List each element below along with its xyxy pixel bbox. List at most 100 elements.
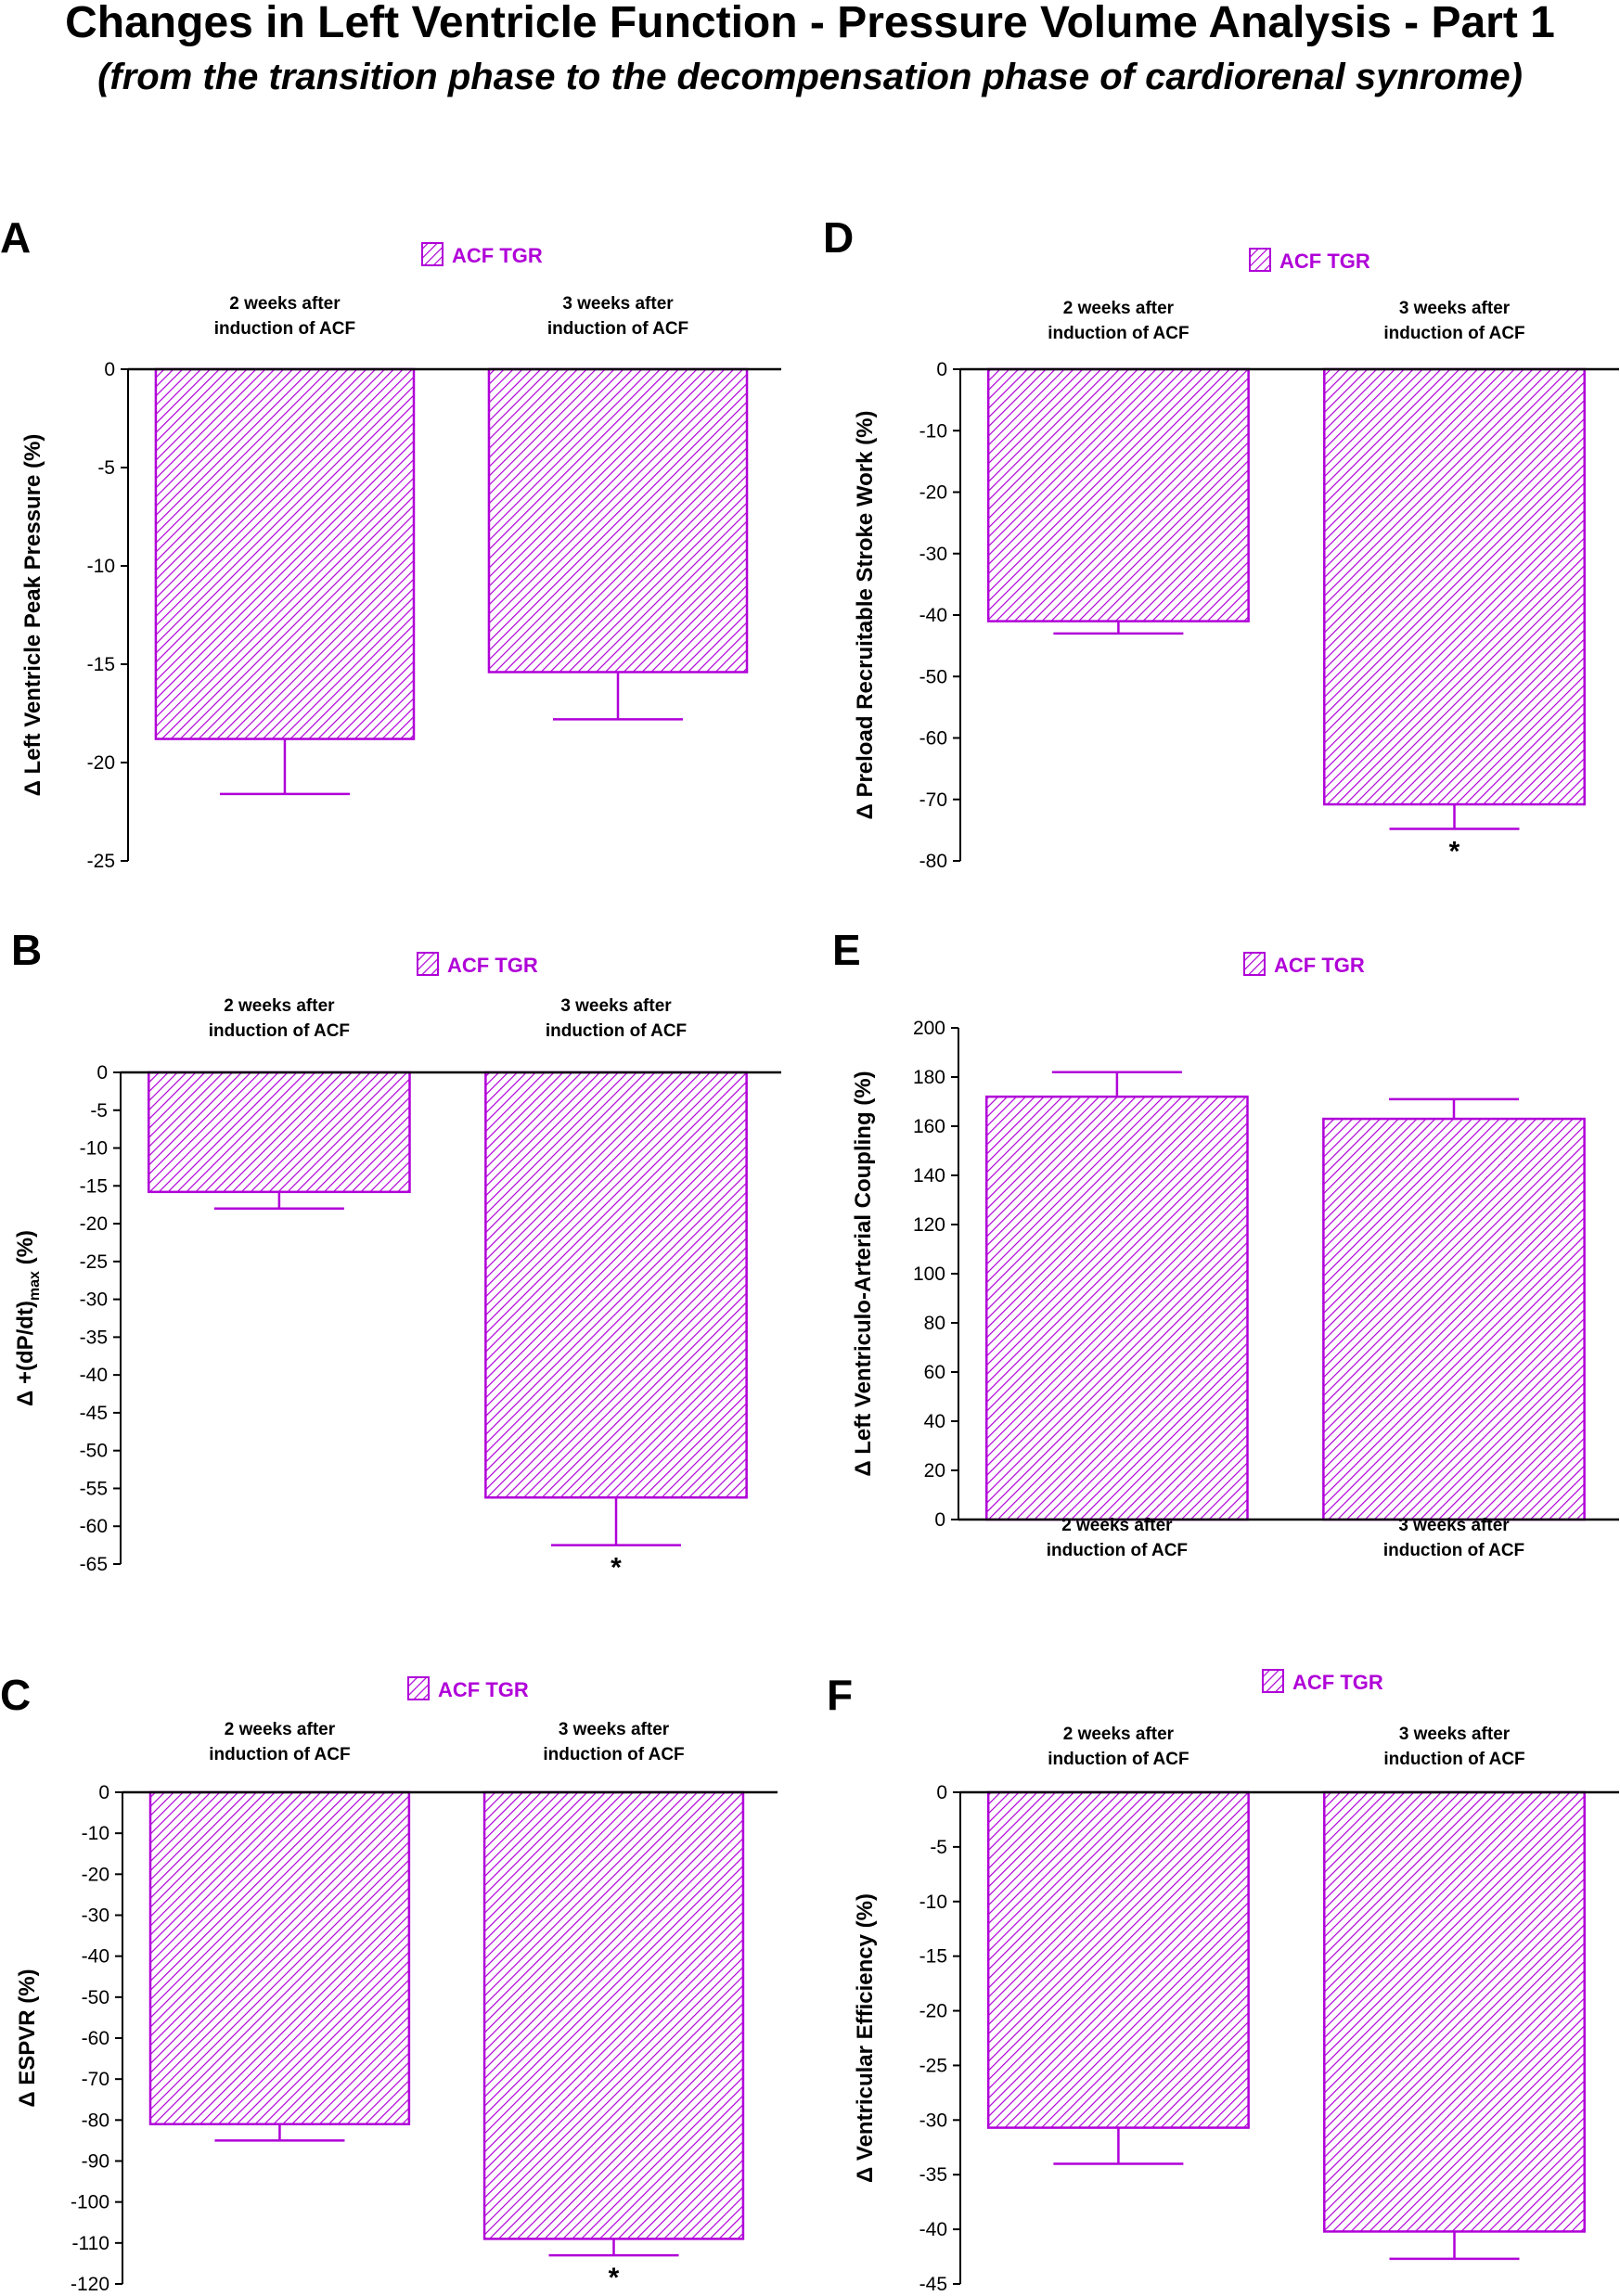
bar [484, 1071, 748, 1499]
y-tick-label: 0 [104, 359, 115, 380]
category-label: 3 weeks after induction of ACF [546, 996, 687, 1041]
y-tick-label: -50 [80, 1441, 108, 1462]
y-tick-label: -40 [919, 2219, 947, 2240]
y-tick-label: -60 [82, 2028, 109, 2049]
y-tick-label: -20 [919, 482, 947, 504]
y-tick-label: -65 [80, 1554, 108, 1575]
y-tick-label: 200 [913, 1018, 945, 1039]
y-tick-label: -20 [87, 752, 115, 774]
y-tick-label: -45 [80, 1403, 108, 1424]
y-tick-label: -100 [71, 2192, 109, 2213]
bar [1323, 367, 1586, 806]
y-tick-label: 40 [924, 1411, 945, 1432]
chart-panel-e: E ACF TGR 0 20 40 60 80 100 120 140 160 180 200 Δ Lef… [832, 926, 1619, 1560]
y-tick-label: -70 [919, 789, 947, 811]
page-title: Changes in Left Ventricle Function - Pre… [65, 0, 1555, 47]
y-tick-label: -40 [919, 605, 947, 626]
y-tick-label: -5 [97, 457, 115, 479]
y-tick-label: -40 [80, 1365, 108, 1386]
y-tick-label: 120 [913, 1214, 945, 1236]
y-tick-label: -55 [80, 1478, 108, 1499]
category-label: 2 weeks after induction of ACF [209, 1720, 350, 1764]
y-tick-label: -35 [919, 2164, 947, 2186]
category-label: 2 weeks after induction of ACF [1047, 1516, 1188, 1560]
legend-swatch [1249, 248, 1271, 272]
category-label: 2 weeks after induction of ACF [1048, 299, 1189, 343]
bar [154, 367, 416, 740]
y-tick-label: -15 [919, 1946, 947, 1968]
category-label: 3 weeks after induction of ACF [547, 294, 688, 339]
y-tick-label: 0 [936, 359, 947, 380]
y-tick-label: 140 [913, 1165, 945, 1186]
category-label: 2 weeks after induction of ACF [214, 294, 355, 339]
significance-marker: * [1449, 837, 1460, 867]
y-tick-label: 80 [924, 1313, 945, 1334]
y-tick-label: -10 [87, 556, 115, 577]
significance-marker: * [609, 2263, 620, 2293]
chart-panel-f: F ACF TGR 0 -5 -10 -15 -20 -25 -30 -35 -40 -45 Δ Ven… [827, 1669, 1619, 2295]
y-tick-label: -10 [80, 1138, 108, 1160]
y-tick-label: -70 [82, 2069, 109, 2090]
bar [148, 1071, 411, 1194]
bar [986, 1790, 1250, 2129]
y-tick-label: -10 [919, 1892, 947, 1913]
y-tick-label: -40 [82, 1946, 109, 1968]
y-tick-label: 100 [913, 1263, 945, 1285]
panel-letter: F [827, 1671, 853, 1719]
category-label: 3 weeks after induction of ACF [1383, 299, 1524, 343]
category-label: 3 weeks after induction of ACF [1383, 1725, 1524, 1769]
y-tick-label: -60 [80, 1516, 108, 1537]
y-tick-label: -30 [82, 1905, 109, 1927]
y-tick-label: -60 [919, 728, 947, 750]
y-tick-label: -30 [919, 2110, 947, 2131]
y-tick-label: -90 [82, 2151, 109, 2173]
y-axis-label: Δ Ventricular Efficiency (%) [853, 1893, 878, 2183]
bar [986, 367, 1250, 622]
y-tick-label: -25 [80, 1251, 108, 1273]
y-tick-label: 60 [924, 1362, 945, 1383]
y-axis-label: Δ Preload Recruitable Stroke Work (%) [853, 411, 878, 820]
y-tick-label: -80 [919, 851, 947, 872]
y-tick-label: -80 [82, 2110, 109, 2131]
legend-label: ACF TGR [447, 954, 538, 977]
y-tick-label: -50 [919, 666, 947, 687]
y-tick-label: 0 [98, 1782, 109, 1803]
y-tick-label: -50 [82, 1987, 109, 2008]
bar [1322, 1117, 1586, 1521]
panel-letter: A [0, 213, 31, 262]
y-tick-label: -30 [80, 1289, 108, 1311]
y-axis-label: Δ ESPVR (%) [15, 1969, 40, 2107]
chart-panel-d: D ACF TGR 0 -10 -20 -30 -40 -50 -60 -70 -80 Δ Prelo… [823, 213, 1619, 872]
y-tick-label: -20 [919, 2001, 947, 2022]
y-tick-label: -120 [71, 2274, 109, 2295]
chart-panel-a: A ACF TGR 0 -5 -10 -15 -20 -25 Δ Left Ventricle … [0, 213, 781, 872]
legend-swatch [417, 952, 439, 976]
y-tick-label: 0 [96, 1062, 108, 1084]
y-tick-label: 0 [936, 1782, 947, 1803]
legend-label: ACF TGR [1274, 954, 1365, 977]
significance-marker: * [611, 1553, 622, 1584]
legend-label: ACF TGR [1279, 250, 1370, 273]
bar [482, 1790, 745, 2240]
bar [148, 1790, 411, 2125]
legend-swatch [407, 1676, 430, 1700]
y-tick-label: 160 [913, 1116, 945, 1137]
category-label: 2 weeks after induction of ACF [1048, 1725, 1189, 1769]
y-tick-label: -25 [919, 2055, 947, 2076]
y-axis-label: Δ Left Ventriculo-Arterial Coupling (%) [851, 1071, 876, 1476]
panel-letter: B [11, 926, 42, 974]
y-tick-label: -20 [80, 1213, 108, 1235]
y-tick-label: -35 [80, 1327, 108, 1348]
panel-letter: E [832, 926, 861, 974]
y-tick-label: -5 [930, 1837, 947, 1858]
chart-panel-c: C ACF TGR 0 -10 -20 -30 -40 -50 -60 -70 -80 -90 -100… [0, 1671, 778, 2295]
y-tick-label: -110 [72, 2233, 109, 2254]
y-tick-label: -45 [919, 2274, 947, 2295]
y-tick-label: -10 [82, 1823, 109, 1844]
y-tick-label: -15 [80, 1175, 108, 1197]
y-tick-label: -15 [87, 654, 115, 675]
bar [1323, 1790, 1586, 2233]
chart-panel-b: B ACF TGR 0 -5 -10 -15 -20 -25 -30 -35 -40 -45 -50 -5… [11, 926, 781, 1584]
category-label: 3 weeks after induction of ACF [543, 1720, 684, 1764]
